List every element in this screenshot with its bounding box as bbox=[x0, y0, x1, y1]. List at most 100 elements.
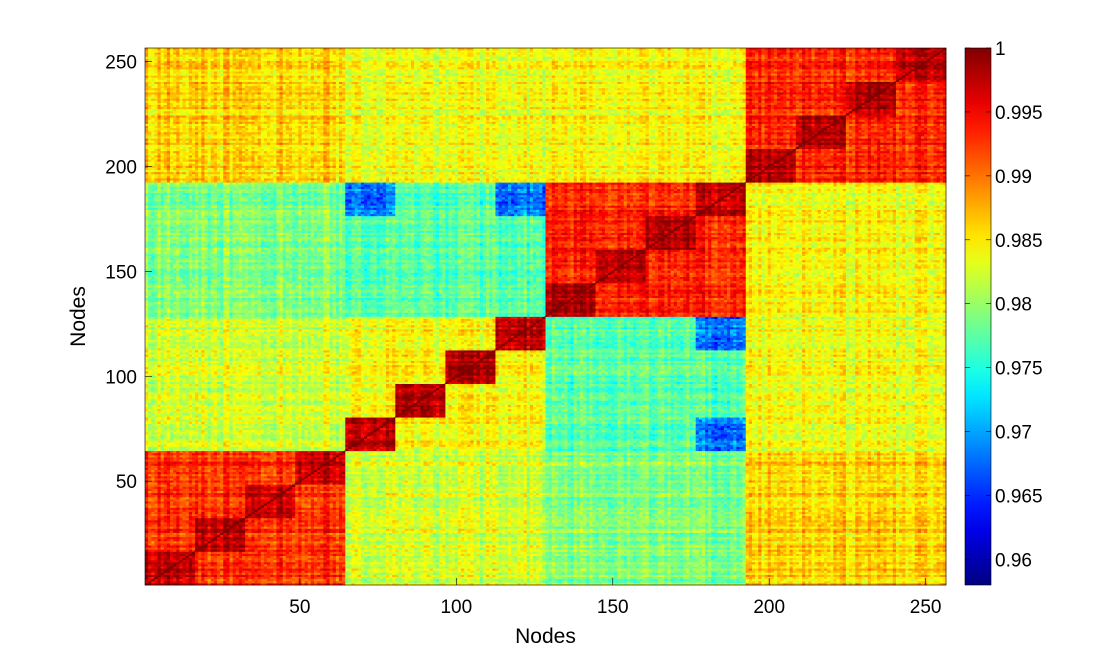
heatmap-cell bbox=[549, 568, 552, 570]
heatmap-cell bbox=[580, 577, 583, 579]
heatmap-cell bbox=[830, 570, 833, 572]
heatmap-cell bbox=[549, 572, 552, 574]
heatmap-cell bbox=[301, 575, 304, 577]
heatmap-cell bbox=[367, 568, 370, 570]
heatmap-cell bbox=[721, 575, 724, 577]
heatmap-cell bbox=[924, 572, 927, 574]
heatmap-cell bbox=[345, 568, 348, 570]
heatmap-cell bbox=[624, 575, 627, 577]
heatmap-cell bbox=[836, 570, 839, 572]
heatmap-cell bbox=[414, 570, 417, 572]
heatmap-cell bbox=[442, 570, 445, 572]
heatmap-cell bbox=[524, 577, 527, 579]
heatmap-cell bbox=[617, 568, 620, 570]
heatmap-cell bbox=[151, 566, 154, 568]
heatmap-cell bbox=[739, 570, 742, 572]
heatmap-cell bbox=[373, 572, 376, 574]
heatmap-cell bbox=[430, 575, 433, 577]
heatmap-cell bbox=[621, 572, 624, 574]
heatmap-cell bbox=[317, 570, 320, 572]
heatmap-cell bbox=[236, 572, 239, 574]
heatmap-cell bbox=[589, 577, 592, 579]
heatmap-cell bbox=[630, 581, 633, 583]
heatmap-cell bbox=[793, 577, 796, 579]
heatmap-cell bbox=[915, 570, 918, 572]
heatmap-cell bbox=[852, 579, 855, 581]
heatmap-cell bbox=[452, 575, 455, 577]
heatmap-cell bbox=[461, 579, 464, 581]
heatmap-cell bbox=[849, 572, 852, 574]
heatmap-cell bbox=[161, 575, 164, 577]
heatmap-cell bbox=[289, 572, 292, 574]
heatmap-cell bbox=[643, 568, 646, 570]
heatmap-cell bbox=[474, 570, 477, 572]
heatmap-cell bbox=[314, 581, 317, 583]
heatmap-cell bbox=[455, 570, 458, 572]
heatmap-cell bbox=[887, 568, 890, 570]
heatmap-cell bbox=[905, 581, 908, 583]
heatmap-cell bbox=[833, 579, 836, 581]
heatmap-cell bbox=[148, 572, 151, 574]
heatmap-cell bbox=[474, 579, 477, 581]
heatmap-cell bbox=[818, 581, 821, 583]
heatmap-cell bbox=[486, 568, 489, 570]
heatmap-cell bbox=[567, 577, 570, 579]
heatmap-cell bbox=[577, 579, 580, 581]
heatmap-cell bbox=[636, 570, 639, 572]
heatmap-cell bbox=[799, 575, 802, 577]
heatmap-cell bbox=[480, 570, 483, 572]
heatmap-cell bbox=[292, 566, 295, 568]
heatmap-cell bbox=[805, 575, 808, 577]
heatmap-cell bbox=[830, 577, 833, 579]
heatmap-cell bbox=[555, 572, 558, 574]
heatmap-cell bbox=[270, 570, 273, 572]
heatmap-cell bbox=[276, 581, 279, 583]
heatmap-cell bbox=[449, 570, 452, 572]
heatmap-cell bbox=[301, 568, 304, 570]
heatmap-cell bbox=[908, 577, 911, 579]
heatmap-cell bbox=[786, 575, 789, 577]
heatmap-cell bbox=[846, 568, 849, 570]
heatmap-cell bbox=[871, 577, 874, 579]
heatmap-cell bbox=[392, 566, 395, 568]
heatmap-cell bbox=[486, 572, 489, 574]
heatmap-cell bbox=[896, 581, 899, 583]
heatmap-cell bbox=[899, 572, 902, 574]
heatmap-cell bbox=[758, 570, 761, 572]
heatmap-cell bbox=[148, 570, 151, 572]
heatmap-cell bbox=[805, 581, 808, 583]
heatmap-cell bbox=[211, 581, 214, 583]
heatmap-cell bbox=[336, 572, 339, 574]
heatmap-cell bbox=[461, 577, 464, 579]
heatmap-cell bbox=[877, 570, 880, 572]
heatmap-cell bbox=[320, 566, 323, 568]
heatmap-cell bbox=[204, 568, 207, 570]
heatmap-cell bbox=[311, 581, 314, 583]
heatmap-cell bbox=[849, 579, 852, 581]
heatmap-cell bbox=[530, 572, 533, 574]
heatmap-cell bbox=[902, 579, 905, 581]
heatmap-cell bbox=[724, 577, 727, 579]
heatmap-cell bbox=[865, 572, 868, 574]
heatmap-cell bbox=[530, 579, 533, 581]
heatmap-cell bbox=[937, 575, 940, 577]
heatmap-cell bbox=[452, 577, 455, 579]
heatmap-cell bbox=[330, 581, 333, 583]
heatmap-cell bbox=[780, 568, 783, 570]
heatmap-cell bbox=[564, 579, 567, 581]
heatmap-cell bbox=[352, 575, 355, 577]
heatmap-cell bbox=[555, 581, 558, 583]
heatmap-cell bbox=[305, 572, 308, 574]
heatmap-cell bbox=[261, 579, 264, 581]
heatmap-cell bbox=[176, 581, 179, 583]
heatmap-cell bbox=[167, 581, 170, 583]
heatmap-cell bbox=[689, 579, 692, 581]
heatmap-cell bbox=[489, 572, 492, 574]
heatmap-cell bbox=[208, 572, 211, 574]
heatmap-cell bbox=[173, 568, 176, 570]
heatmap-cell bbox=[896, 575, 899, 577]
heatmap-cell bbox=[883, 575, 886, 577]
heatmap-cell bbox=[633, 575, 636, 577]
heatmap-cell bbox=[868, 575, 871, 577]
heatmap-cell bbox=[852, 570, 855, 572]
